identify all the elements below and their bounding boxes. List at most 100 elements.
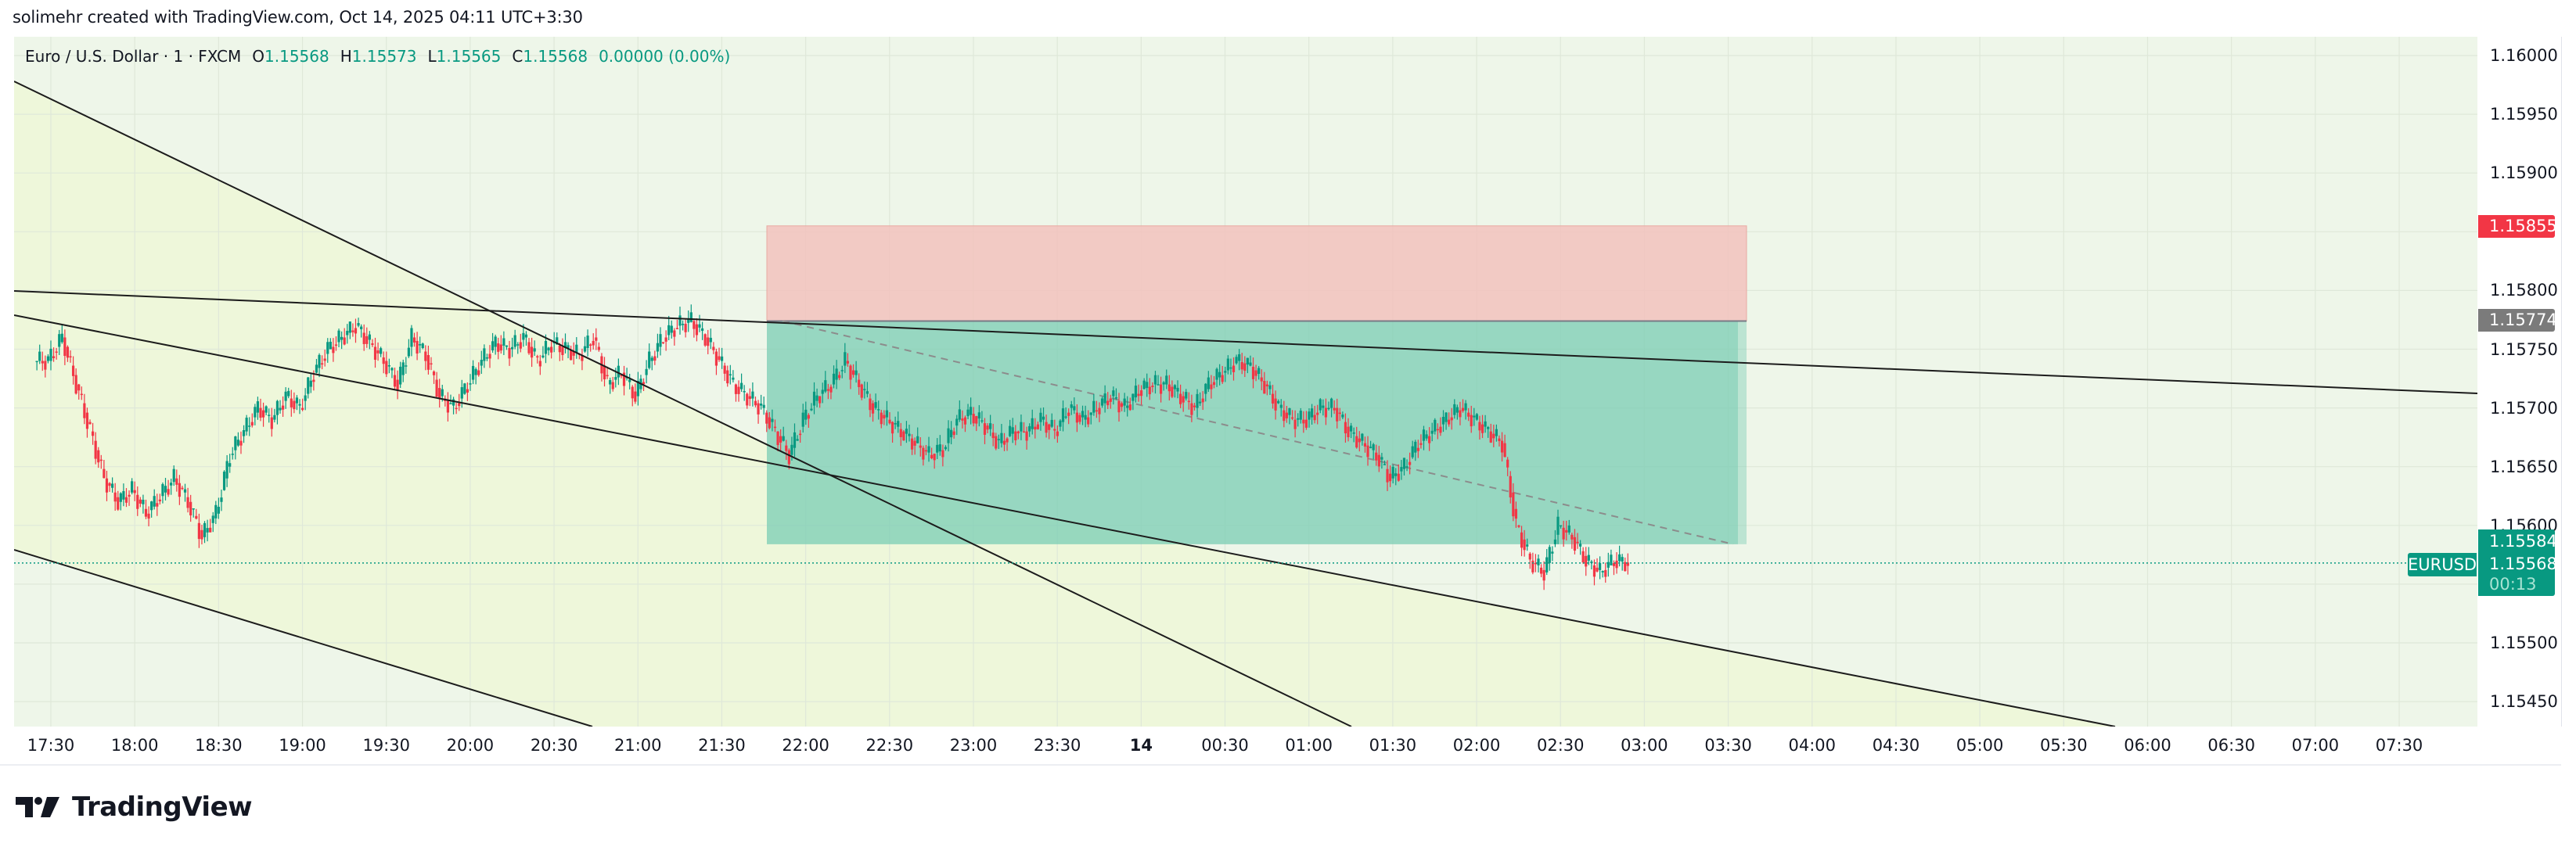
candle-body bbox=[913, 440, 916, 446]
candle-body bbox=[1050, 419, 1053, 427]
time-tick-label: 23:30 bbox=[1033, 736, 1081, 755]
time-tick-label: 01:30 bbox=[1369, 736, 1417, 755]
candle-body bbox=[970, 407, 973, 415]
candle-body bbox=[854, 370, 858, 375]
candle-body bbox=[206, 528, 209, 533]
candle-body bbox=[561, 346, 564, 355]
candle-body bbox=[751, 391, 754, 399]
candle-body bbox=[737, 386, 740, 394]
candle-body bbox=[829, 386, 833, 393]
candle-body bbox=[642, 382, 646, 385]
candle-body bbox=[343, 337, 346, 345]
candle-body bbox=[200, 529, 203, 540]
tradingview-logo[interactable]: TradingView bbox=[16, 791, 253, 823]
candle-body bbox=[1592, 565, 1596, 577]
candle-body bbox=[1075, 412, 1079, 423]
candle-body bbox=[181, 487, 184, 490]
candle-body bbox=[1581, 551, 1585, 563]
candle-body bbox=[883, 415, 886, 419]
candle-body bbox=[1036, 424, 1039, 429]
close-label: C bbox=[512, 47, 523, 66]
price-tick-label: 1.15450 bbox=[2490, 692, 2558, 712]
candle-body bbox=[1142, 380, 1146, 389]
candle-body bbox=[332, 346, 335, 354]
candle-body bbox=[1344, 422, 1347, 434]
symbol-title[interactable]: Euro / U.S. Dollar · 1 · FXCM bbox=[25, 47, 242, 66]
candle-body bbox=[1436, 429, 1439, 431]
candle-body bbox=[1288, 407, 1291, 415]
candle-body bbox=[880, 412, 883, 425]
candle-body bbox=[161, 484, 164, 497]
time-axis[interactable] bbox=[0, 727, 2561, 766]
candle-body bbox=[538, 361, 541, 367]
candle-body bbox=[563, 342, 567, 348]
candle-body bbox=[438, 388, 441, 399]
candle-body bbox=[1322, 405, 1325, 408]
candle-body bbox=[362, 332, 365, 344]
candle-body bbox=[1528, 553, 1531, 560]
candle-body bbox=[323, 358, 326, 361]
candle-body bbox=[754, 400, 757, 406]
candle-body bbox=[71, 365, 75, 376]
candle-body bbox=[1235, 357, 1238, 364]
candle-body bbox=[99, 459, 103, 461]
candle-body bbox=[936, 444, 939, 453]
last-price-label: 1.15568 00:13 bbox=[2478, 553, 2557, 596]
candle-body bbox=[851, 370, 855, 375]
candle-body bbox=[622, 372, 626, 386]
candle-body bbox=[826, 389, 829, 391]
candle-body bbox=[556, 337, 559, 345]
candle-body bbox=[239, 440, 243, 446]
candle-body bbox=[952, 431, 955, 436]
candle-body bbox=[499, 344, 502, 351]
candle-body bbox=[1542, 569, 1545, 581]
candle-body bbox=[334, 344, 338, 346]
candle-body bbox=[771, 418, 774, 422]
candle-body bbox=[94, 440, 97, 459]
candle-body bbox=[732, 377, 735, 380]
candle-body bbox=[1366, 445, 1369, 458]
price-axis[interactable] bbox=[2477, 37, 2562, 727]
candle-body bbox=[150, 501, 153, 511]
candle-body bbox=[1445, 412, 1448, 422]
stop-loss-zone bbox=[766, 225, 1747, 321]
candle-body bbox=[790, 444, 793, 455]
candle-body bbox=[491, 341, 495, 351]
candle-body bbox=[550, 346, 553, 353]
candle-body bbox=[910, 438, 914, 450]
candle-body bbox=[1559, 525, 1563, 527]
candle-body bbox=[1380, 457, 1383, 460]
candle-body bbox=[930, 454, 934, 458]
candle-body bbox=[441, 389, 444, 397]
candle-body bbox=[298, 404, 301, 406]
price-tick-label: 1.15800 bbox=[2490, 281, 2558, 300]
candle-body bbox=[832, 373, 836, 385]
time-tick-label: 02:30 bbox=[1536, 736, 1585, 755]
price-tick-label: 1.15650 bbox=[2490, 457, 2558, 476]
candle-body bbox=[318, 354, 321, 368]
candle-body bbox=[321, 363, 324, 365]
candle-body bbox=[1293, 419, 1297, 429]
candle-body bbox=[1039, 412, 1042, 422]
candle-body bbox=[799, 433, 802, 436]
candle-body bbox=[421, 343, 424, 348]
candle-body bbox=[1215, 368, 1218, 380]
candle-body bbox=[348, 321, 351, 333]
candle-body bbox=[259, 407, 262, 418]
candle-body bbox=[955, 418, 959, 426]
symbol-badge[interactable]: EURUSD bbox=[2408, 553, 2477, 576]
candle-body bbox=[1092, 400, 1096, 413]
candle-body bbox=[614, 377, 617, 380]
candle-body bbox=[776, 431, 779, 446]
candle-body bbox=[801, 412, 804, 427]
candle-body bbox=[877, 409, 880, 411]
candle-body bbox=[603, 365, 606, 380]
candle-body bbox=[211, 515, 214, 523]
candle-body bbox=[908, 433, 911, 436]
candle-body bbox=[1461, 407, 1465, 411]
candle-body bbox=[1473, 415, 1476, 418]
candle-body bbox=[1369, 447, 1373, 448]
candle-body bbox=[1146, 382, 1149, 389]
candle-body bbox=[1537, 558, 1540, 565]
candle-body bbox=[1562, 527, 1565, 540]
